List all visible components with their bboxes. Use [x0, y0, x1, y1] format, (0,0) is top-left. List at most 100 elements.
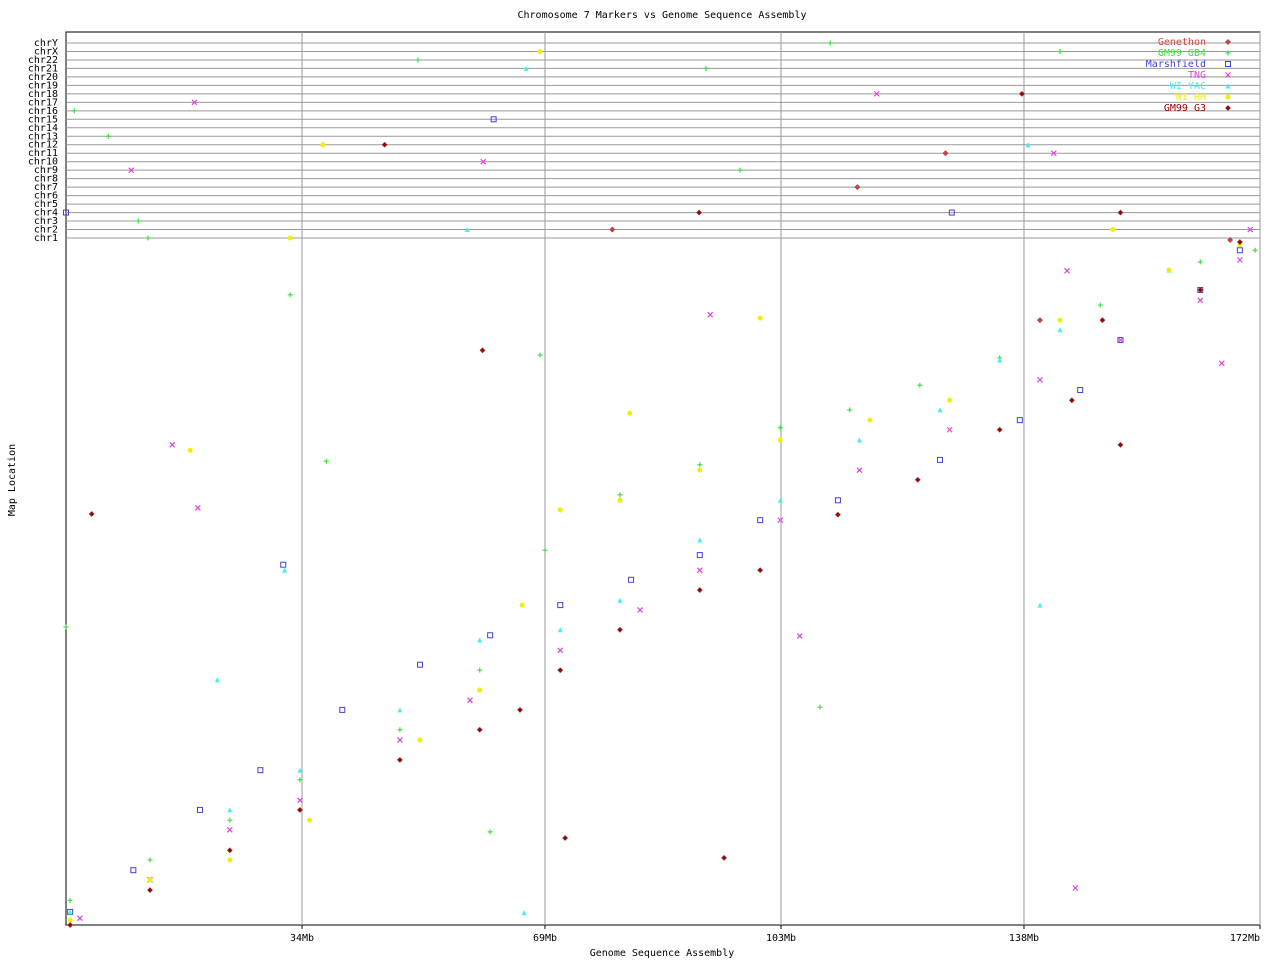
- point: [696, 552, 703, 559]
- point: [847, 407, 853, 413]
- point: [1072, 885, 1079, 891]
- point: [835, 511, 841, 518]
- point: [1018, 90, 1025, 97]
- point: [557, 667, 564, 674]
- point: [76, 915, 83, 922]
- point: [477, 667, 483, 673]
- point: [796, 633, 803, 639]
- point: [467, 697, 473, 704]
- point: [257, 767, 264, 774]
- chromosome-label: chr21: [28, 63, 58, 74]
- chromosome-label: chr15: [28, 114, 58, 125]
- legend-label: Marshfield: [1146, 59, 1206, 70]
- x-tick-label: 34Mb: [290, 933, 314, 944]
- x-tick-label: 69Mb: [533, 933, 557, 944]
- point: [856, 467, 863, 474]
- point: [397, 707, 403, 713]
- point: [196, 806, 203, 813]
- point: [147, 887, 153, 893]
- chromosome-label: chr12: [28, 140, 58, 151]
- point: [637, 606, 644, 613]
- legend-swatch: [1225, 83, 1231, 89]
- chromosome-label: chr19: [28, 80, 58, 91]
- point: [696, 567, 703, 574]
- point: [282, 567, 288, 573]
- chromosome-label: chr3: [34, 216, 58, 227]
- point: [396, 737, 403, 743]
- point: [1097, 302, 1103, 308]
- point: [1117, 441, 1124, 448]
- point: [1236, 239, 1243, 245]
- point: [627, 410, 633, 416]
- chromosome-label: chr17: [28, 97, 58, 108]
- point: [71, 108, 77, 114]
- point: [1057, 48, 1063, 54]
- point: [519, 602, 525, 608]
- point: [757, 315, 763, 321]
- point: [557, 507, 563, 513]
- point: [521, 910, 527, 916]
- point: [1037, 317, 1043, 324]
- point: [1050, 150, 1057, 157]
- point: [417, 737, 423, 743]
- point: [1037, 602, 1043, 608]
- point: [937, 407, 943, 413]
- point: [617, 492, 623, 498]
- chromosome-label: chr4: [34, 208, 58, 219]
- legend-swatch: [1225, 94, 1231, 100]
- point: [696, 209, 703, 216]
- chromosome-label: chr10: [28, 157, 58, 168]
- point: [477, 687, 483, 693]
- chromosome-label: chr22: [28, 55, 58, 66]
- point: [697, 462, 703, 468]
- point: [1117, 337, 1124, 344]
- point: [737, 167, 743, 173]
- point: [227, 817, 233, 823]
- point: [67, 909, 73, 915]
- point: [297, 797, 303, 804]
- chromosome-label: chr1: [34, 233, 58, 244]
- chromosome-label: chr2: [34, 225, 58, 236]
- point: [297, 767, 303, 773]
- x-axis-label: Genome Sequence Assembly: [590, 948, 735, 959]
- legend-label: TNG: [1188, 70, 1206, 81]
- x-tick-label: 103Mb: [766, 933, 796, 944]
- point: [1236, 247, 1243, 254]
- point: [834, 497, 841, 504]
- point: [169, 441, 176, 448]
- point: [487, 632, 494, 639]
- point: [1099, 317, 1106, 324]
- point: [415, 57, 421, 63]
- point: [867, 417, 873, 423]
- point: [1252, 247, 1258, 253]
- point: [942, 150, 949, 157]
- point: [490, 116, 497, 123]
- point: [1068, 397, 1075, 404]
- chromosome-label: chr9: [34, 165, 58, 176]
- point: [1016, 417, 1023, 424]
- point: [557, 647, 564, 654]
- point: [397, 727, 403, 733]
- point: [617, 497, 623, 503]
- legend-label: GM99 G3: [1164, 103, 1206, 114]
- point: [1236, 256, 1243, 263]
- point: [617, 626, 623, 633]
- legend-label: WI YAC: [1170, 81, 1206, 92]
- point: [827, 40, 833, 46]
- point: [227, 857, 233, 863]
- point: [1227, 237, 1234, 243]
- point: [1037, 376, 1043, 383]
- point: [562, 835, 569, 841]
- point: [523, 65, 529, 71]
- point: [1166, 267, 1172, 273]
- point: [946, 426, 953, 433]
- point: [476, 726, 483, 733]
- point: [1197, 287, 1204, 293]
- point: [381, 141, 388, 148]
- point: [948, 209, 955, 216]
- point: [1077, 387, 1084, 394]
- point: [88, 511, 95, 517]
- point: [817, 704, 823, 710]
- point: [214, 677, 220, 683]
